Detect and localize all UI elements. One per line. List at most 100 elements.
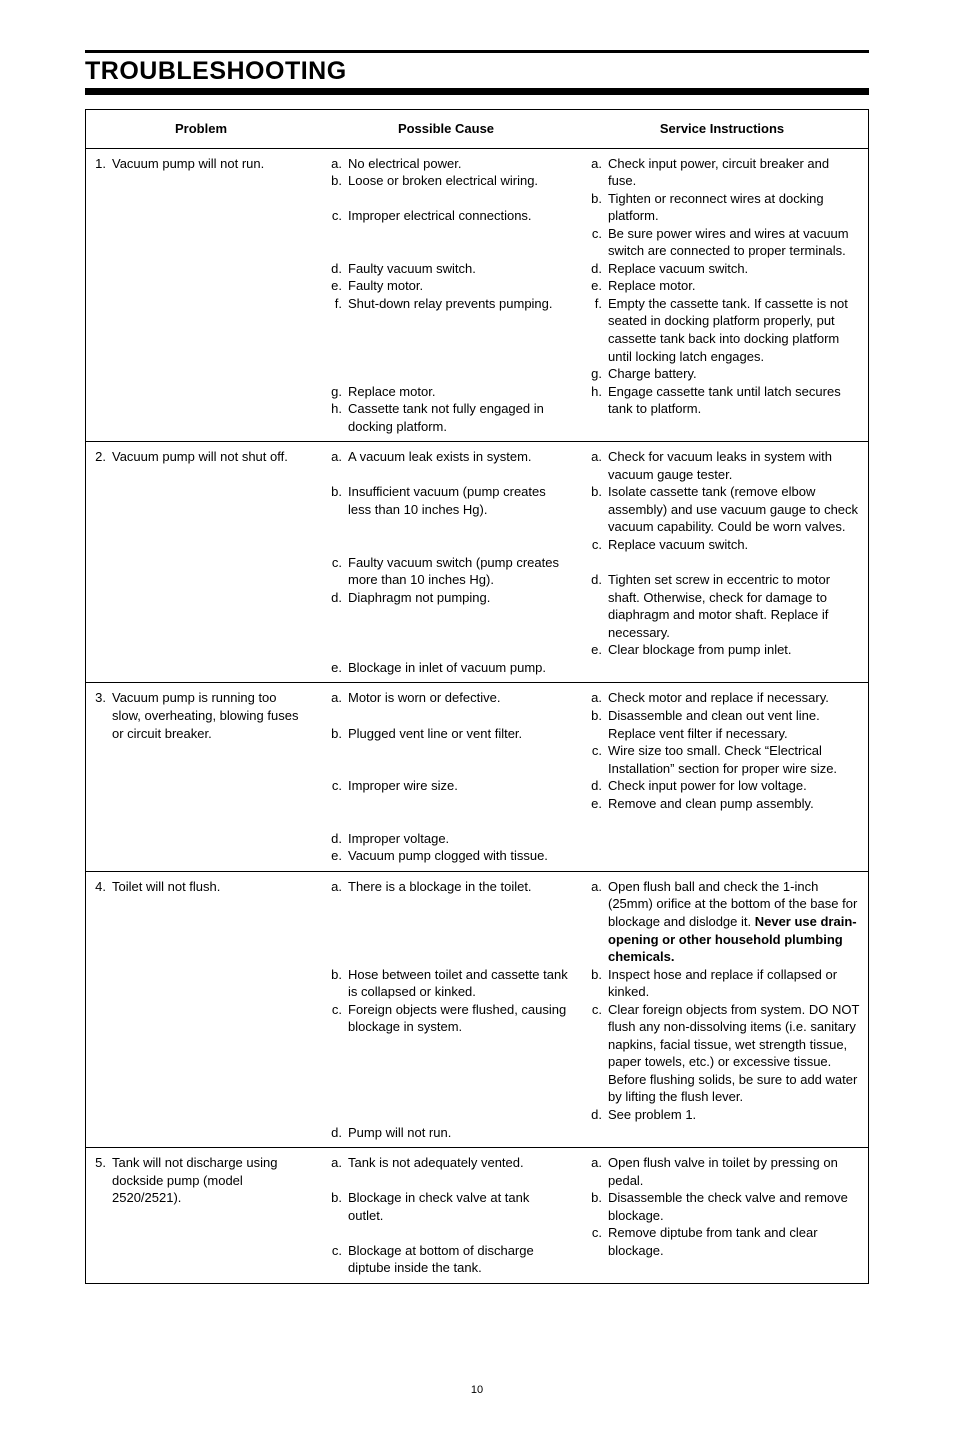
cause-item: c.Improper electrical connections. [316,207,576,225]
problem-cell: 1.Vacuum pump will not run. [86,155,316,436]
cause-item [316,895,576,913]
cause-letter: e. [316,847,348,865]
cause-text [348,1071,576,1089]
service-item: b.Disassemble and clean out vent line. R… [576,707,868,742]
cause-letter: b. [316,1189,348,1207]
service-text: Open flush valve in toilet by pressing o… [608,1154,868,1189]
service-letter: b. [576,966,608,984]
problem-item: 4.Toilet will not flush. [86,878,316,896]
cause-letter: c. [316,1242,348,1260]
table-row: 4.Toilet will not flush.a.There is a blo… [86,872,868,1148]
cause-item [316,707,576,725]
cause-item [316,190,576,208]
cause-item [316,1036,576,1054]
cause-letter: b. [316,172,348,190]
service-letter: d. [576,260,608,278]
cause-item: a.Tank is not adequately vented. [316,1154,576,1172]
service-item [576,554,868,572]
cause-item [316,913,576,931]
service-item: b.Isolate cassette tank (remove elbow as… [576,483,868,536]
service-text: Replace vacuum switch. [608,536,868,554]
cause-letter: d. [316,260,348,278]
cause-item: h.Cassette tank not fully engaged in doc… [316,400,576,435]
service-letter: b. [576,483,608,501]
cause-item: c.Faulty vacuum switch (pump creates mor… [316,554,576,589]
service-letter: d. [576,1106,608,1124]
cause-item: e.Faulty motor. [316,277,576,295]
cause-item [316,242,576,260]
service-text: Clear blockage from pump inlet. [608,641,868,659]
problem-number: 4. [86,878,112,896]
cause-item [316,606,576,624]
cause-item [316,948,576,966]
cause-item: e.Blockage in inlet of vacuum pump. [316,659,576,677]
cause-letter: e. [316,277,348,295]
cause-letter: d. [316,589,348,607]
problem-cell: 4.Toilet will not flush. [86,878,316,1141]
cause-letter: c. [316,1001,348,1019]
cause-item: b.Insufficient vacuum (pump creates less… [316,483,576,518]
problem-text: Vacuum pump will not run. [112,155,316,173]
service-letter: a. [576,878,608,896]
service-letter: e. [576,641,608,659]
cause-item [316,641,576,659]
cause-item [316,1071,576,1089]
service-text: Isolate cassette tank (remove elbow asse… [608,483,868,536]
header-cause: Possible Cause [316,110,576,148]
cause-item [316,466,576,484]
service-text: Charge battery. [608,365,868,383]
service-text: Check motor and replace if necessary. [608,689,868,707]
cause-item [316,1053,576,1071]
cause-text [348,795,576,813]
cause-letter: a. [316,878,348,896]
cause-text: Replace motor. [348,383,576,401]
service-cell: a.Open flush valve in toilet by pressing… [576,1154,868,1277]
service-letter: c. [576,536,608,554]
cause-item [316,624,576,642]
cause-text: There is a blockage in the toilet. [348,878,576,896]
cause-letter: d. [316,830,348,848]
cause-text: No electrical power. [348,155,576,173]
cause-item [316,1224,576,1242]
cause-item [316,518,576,536]
service-letter: e. [576,277,608,295]
service-text: Remove diptube from tank and clear block… [608,1224,868,1259]
service-text: Disassemble and clean out vent line. Rep… [608,707,868,742]
service-text: Open flush ball and check the 1-inch (25… [608,878,868,966]
service-cell: a.Open flush ball and check the 1-inch (… [576,878,868,1141]
cause-letter: b. [316,725,348,743]
cause-text [348,1053,576,1071]
cause-cell: a.No electrical power.b.Loose or broken … [316,155,576,436]
service-item: d.Tighten set screw in eccentric to moto… [576,571,868,641]
cause-item: a.No electrical power. [316,155,576,173]
cause-item [316,225,576,243]
bold-warning: Never use drain-opening or other househo… [608,914,857,964]
cause-text: Improper electrical connections. [348,207,576,225]
cause-text: Cassette tank not fully engaged in docki… [348,400,576,435]
service-letter: a. [576,689,608,707]
header-problem: Problem [86,110,316,148]
service-item: a.Check input power, circuit breaker and… [576,155,868,190]
cause-text: Hose between toilet and cassette tank is… [348,966,576,1001]
cause-text [348,641,576,659]
cause-item [316,812,576,830]
cause-letter: b. [316,483,348,501]
title-block: TROUBLESHOOTING [85,50,869,95]
cause-text [348,895,576,913]
service-text: Remove and clean pump assembly. [608,795,868,813]
service-text: See problem 1. [608,1106,868,1124]
service-letter: c. [576,1001,608,1019]
service-letter: b. [576,707,608,725]
cause-item [316,760,576,778]
service-text: Disassemble the check valve and remove b… [608,1189,868,1224]
service-text: Inspect hose and replace if collapsed or… [608,966,868,1001]
cause-item [316,330,576,348]
problem-number: 1. [86,155,112,173]
cause-cell: a.There is a blockage in the toilet. b.H… [316,878,576,1141]
cause-text [348,742,576,760]
cause-text [348,948,576,966]
service-letter: g. [576,365,608,383]
service-text: Tighten or reconnect wires at docking pl… [608,190,868,225]
cause-text: Faulty vacuum switch (pump creates more … [348,554,576,589]
cause-item: b.Loose or broken electrical wiring. [316,172,576,190]
